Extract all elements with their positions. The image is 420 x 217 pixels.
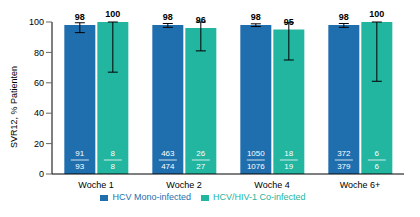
svg-text:26: 26 <box>196 149 205 158</box>
svg-text:60: 60 <box>34 78 44 88</box>
svg-text:95: 95 <box>284 17 294 27</box>
svg-text:8: 8 <box>111 162 116 171</box>
svg-text:0: 0 <box>39 169 44 179</box>
svg-text:6: 6 <box>375 149 380 158</box>
svg-text:6: 6 <box>375 162 380 171</box>
svg-text:80: 80 <box>34 48 44 58</box>
svg-text:1076: 1076 <box>247 162 265 171</box>
svg-text:1050: 1050 <box>247 149 265 158</box>
html-text:HCV Mono-infected: HCV Mono-infected <box>112 192 191 202</box>
svg-text:98: 98 <box>251 12 261 22</box>
svg-text:93: 93 <box>75 162 84 171</box>
svg-text:100: 100 <box>29 17 44 27</box>
svg-text:27: 27 <box>196 162 205 171</box>
svg-text:Woche 4: Woche 4 <box>254 180 289 190</box>
svg-text:18: 18 <box>284 149 293 158</box>
svg-text:SVR12, % Patienten: SVR12, % Patienten <box>9 66 19 148</box>
html-text:HCV/HIV-1 Co-infected: HCV/HIV-1 Co-infected <box>213 192 306 202</box>
svg-text:91: 91 <box>75 149 84 158</box>
svg-text:372: 372 <box>337 149 351 158</box>
svg-text:100: 100 <box>369 9 384 19</box>
svg-text:463: 463 <box>161 149 175 158</box>
svg-text:98: 98 <box>339 12 349 22</box>
svg-text:Woche 2: Woche 2 <box>166 180 201 190</box>
svg-text:8: 8 <box>111 149 116 158</box>
svg-text:98: 98 <box>75 12 85 22</box>
svg-text:98: 98 <box>163 12 173 22</box>
svg-text:Woche 6+: Woche 6+ <box>340 180 381 190</box>
svg-text:40: 40 <box>34 108 44 118</box>
svg-text:20: 20 <box>34 139 44 149</box>
svg-text:379: 379 <box>337 162 351 171</box>
svg-text:Woche 1: Woche 1 <box>78 180 113 190</box>
svg-text:474: 474 <box>161 162 175 171</box>
svg-text:96: 96 <box>196 15 206 25</box>
svg-text:19: 19 <box>284 162 293 171</box>
svg-text:100: 100 <box>105 9 120 19</box>
